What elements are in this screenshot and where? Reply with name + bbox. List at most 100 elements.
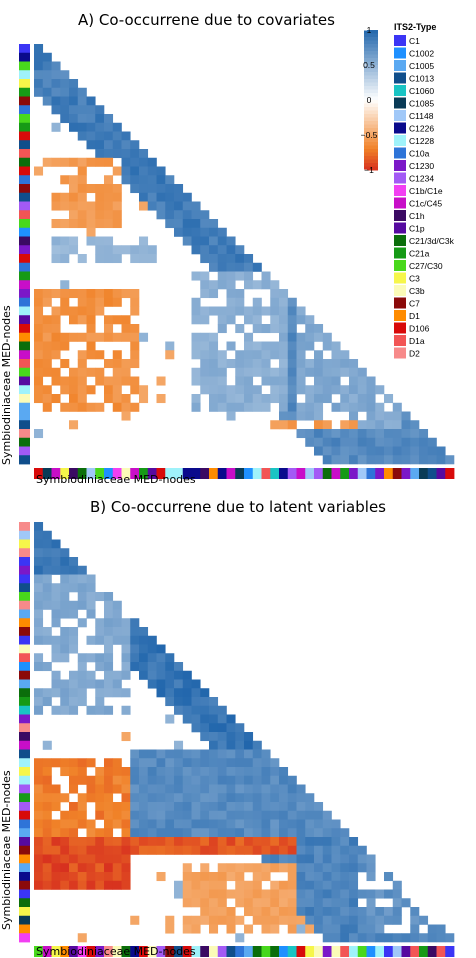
annotation-cell-row <box>19 670 30 680</box>
heatmap-cell <box>279 332 289 342</box>
heatmap-cell <box>392 446 402 456</box>
heatmap-cell <box>209 889 219 899</box>
heatmap-cell <box>51 96 61 106</box>
heatmap-cell <box>112 385 122 395</box>
heatmap-cell <box>130 359 140 369</box>
heatmap-cell <box>34 61 44 71</box>
heatmap-cell <box>261 394 271 404</box>
heatmap-cell <box>349 872 359 882</box>
heatmap-cell <box>130 810 140 820</box>
heatmap-cell <box>191 872 201 882</box>
heatmap-cell <box>305 872 315 882</box>
heatmap-cell <box>112 819 122 829</box>
heatmap-cell <box>86 863 96 873</box>
heatmap-cell <box>86 828 96 838</box>
heatmap-cell <box>130 385 140 395</box>
heatmap-cell <box>209 784 219 794</box>
heatmap-cell <box>104 592 114 602</box>
heatmap-cell <box>139 385 149 395</box>
heatmap-cell <box>77 863 87 873</box>
heatmap-cell <box>209 254 219 264</box>
heatmap-cell <box>244 740 254 750</box>
heatmap-cell <box>401 429 411 439</box>
heatmap-cell <box>60 254 70 264</box>
heatmap-cell <box>34 350 44 360</box>
heatmap-cell <box>252 784 262 794</box>
heatmap-cell <box>226 385 236 395</box>
heatmap-cell <box>130 350 140 360</box>
heatmap-cell <box>419 933 429 943</box>
heatmap-cell <box>375 420 385 430</box>
heatmap-cell <box>384 446 394 456</box>
heatmap-cell <box>130 245 140 255</box>
heatmap-cell <box>331 437 341 447</box>
heatmap-cell <box>60 627 70 637</box>
colorbar-tick-label: 1 <box>367 25 372 35</box>
heatmap-cell <box>69 245 79 255</box>
annotation-cell-col <box>34 468 44 479</box>
heatmap-cell <box>95 289 105 299</box>
heatmap-cell <box>287 810 297 820</box>
heatmap-cell <box>69 828 79 838</box>
annotation-cell-col <box>235 468 245 479</box>
heatmap-cell <box>95 201 105 211</box>
heatmap-cell <box>340 402 350 412</box>
heatmap-cell <box>156 758 166 768</box>
annotation-cell-col <box>104 468 114 479</box>
heatmap-cell <box>147 837 157 847</box>
legend-label: C3b <box>409 286 425 296</box>
colorbar-segment <box>364 128 378 132</box>
heatmap-cell <box>165 845 175 855</box>
heatmap-cell <box>226 740 236 750</box>
heatmap-cell <box>191 837 201 847</box>
heatmap-cell <box>235 863 245 873</box>
heatmap-cell <box>244 889 254 899</box>
heatmap-cell <box>60 854 70 864</box>
heatmap-cell <box>270 420 280 430</box>
heatmap-cell <box>104 324 114 334</box>
heatmap-cell <box>130 140 140 150</box>
heatmap-cell <box>77 122 87 132</box>
colorbar-segment <box>364 61 378 66</box>
heatmap-cell <box>34 793 44 803</box>
heatmap-cell <box>305 315 315 325</box>
heatmap-cell <box>77 402 87 412</box>
heatmap-cell <box>34 802 44 812</box>
heatmap-cell <box>244 784 254 794</box>
heatmap-cell <box>174 740 184 750</box>
heatmap-cell <box>156 175 166 185</box>
heatmap-cell <box>305 924 315 934</box>
heatmap-cell <box>34 530 44 540</box>
heatmap-cell <box>95 627 105 637</box>
heatmap-cell <box>60 609 70 619</box>
heatmap-cell <box>191 297 201 307</box>
heatmap-cell <box>104 289 114 299</box>
heatmap-cell <box>95 837 105 847</box>
heatmap-cell <box>42 79 52 89</box>
heatmap-cell <box>322 332 332 342</box>
heatmap-cell <box>156 828 166 838</box>
annotation-cell-row <box>19 210 30 220</box>
annotation-cell-col <box>121 946 131 957</box>
heatmap-cell <box>252 889 262 899</box>
heatmap-cell <box>182 714 192 724</box>
annotation-cell-col <box>191 468 201 479</box>
heatmap-cell <box>235 394 245 404</box>
legend-label: C1 <box>409 36 420 46</box>
heatmap-cell <box>384 872 394 882</box>
heatmap-cell <box>69 96 79 106</box>
heatmap-cell <box>34 70 44 80</box>
heatmap-cell <box>279 402 289 412</box>
legend-label: C1228 <box>409 136 434 146</box>
heatmap-cell <box>139 184 149 194</box>
heatmap-cell <box>86 845 96 855</box>
heatmap-cell <box>121 670 131 680</box>
heatmap-cell <box>86 105 96 115</box>
annotation-cell-col <box>287 468 297 479</box>
heatmap-cell <box>331 872 341 882</box>
heatmap-cell <box>244 350 254 360</box>
heatmap-cell <box>287 854 297 864</box>
heatmap-cell <box>331 845 341 855</box>
heatmap-cell <box>112 140 122 150</box>
heatmap-cell <box>244 254 254 264</box>
